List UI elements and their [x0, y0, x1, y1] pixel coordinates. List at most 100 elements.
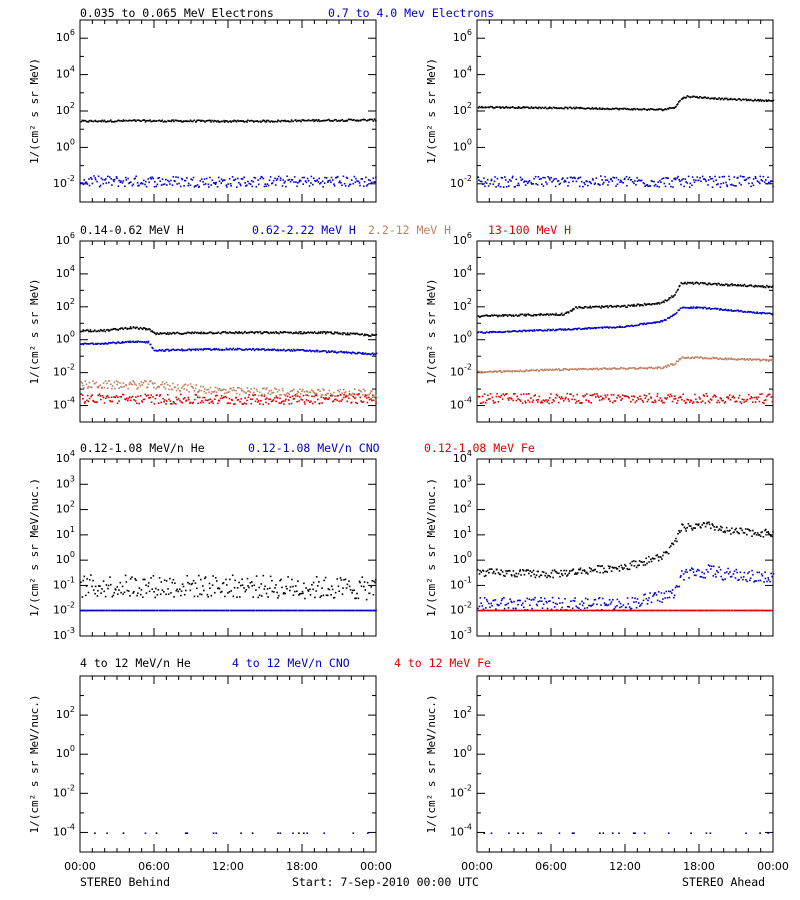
data-point — [757, 358, 760, 361]
y-tick-label: 10-2 — [450, 174, 472, 190]
data-point — [669, 393, 672, 396]
data-point — [716, 284, 718, 286]
data-point — [359, 333, 361, 336]
data-point — [162, 183, 165, 186]
data-point — [760, 179, 762, 181]
data-point — [92, 330, 95, 333]
data-point — [154, 397, 157, 400]
data-point — [261, 120, 264, 123]
data-point — [308, 332, 311, 334]
data-point — [175, 609, 178, 612]
data-point — [241, 120, 243, 122]
data-point — [545, 572, 547, 575]
data-point — [695, 96, 697, 98]
data-point — [345, 333, 347, 336]
data-point — [477, 607, 479, 610]
data-point — [685, 96, 687, 99]
data-point — [491, 106, 494, 108]
data-point — [371, 399, 373, 402]
data-point — [313, 331, 316, 333]
data-point — [223, 349, 226, 351]
data-point — [559, 602, 561, 604]
data-point — [262, 348, 264, 350]
data-point — [311, 395, 313, 398]
data-point — [681, 523, 683, 525]
data-point — [189, 402, 191, 404]
data-point — [673, 178, 675, 180]
data-point — [727, 397, 730, 400]
data-point — [738, 182, 741, 184]
data-point — [628, 568, 631, 571]
data-point — [693, 357, 696, 359]
data-point — [211, 400, 214, 402]
data-point — [587, 368, 589, 371]
data-point — [543, 368, 546, 371]
data-point — [290, 120, 292, 123]
data-point — [681, 570, 683, 572]
data-point — [182, 609, 185, 612]
data-point — [99, 585, 101, 587]
data-point — [746, 533, 748, 536]
data-point — [525, 393, 528, 395]
data-point — [647, 367, 649, 369]
data-point — [523, 606, 525, 609]
data-point — [147, 585, 149, 588]
data-point — [221, 582, 224, 585]
data-point — [338, 181, 340, 184]
data-point — [207, 119, 209, 122]
data-point — [768, 360, 770, 362]
data-point — [287, 576, 289, 578]
data-point — [262, 387, 264, 390]
data-point — [342, 396, 345, 399]
data-point — [259, 391, 261, 394]
data-point — [95, 381, 97, 384]
data-point — [289, 609, 292, 612]
data-point — [541, 369, 544, 371]
data-point — [100, 398, 102, 401]
data-point — [183, 384, 186, 386]
data-point — [131, 340, 134, 343]
data-point — [115, 328, 117, 331]
data-point — [341, 392, 343, 394]
data-point — [187, 182, 190, 185]
data-point — [120, 120, 123, 122]
data-point — [181, 349, 184, 352]
data-point — [749, 397, 751, 400]
data-point — [509, 598, 511, 600]
data-point — [133, 399, 135, 401]
data-point — [144, 121, 147, 123]
data-point — [125, 398, 127, 401]
data-point — [84, 380, 87, 382]
data-point — [563, 107, 565, 110]
data-point — [692, 571, 695, 573]
data-point — [192, 120, 194, 123]
data-point — [277, 119, 280, 122]
data-point — [614, 606, 617, 608]
data-point — [720, 182, 722, 185]
data-point — [685, 568, 687, 571]
data-point — [249, 391, 252, 393]
data-point — [132, 326, 135, 329]
data-point — [698, 569, 700, 572]
data-point — [133, 590, 135, 593]
data-point — [353, 352, 356, 354]
data-point — [500, 315, 503, 317]
data-point — [132, 609, 134, 612]
data-point — [155, 587, 157, 590]
data-point — [92, 380, 94, 382]
data-point — [764, 571, 766, 573]
data-point — [525, 106, 527, 109]
data-point — [671, 363, 673, 365]
data-point — [698, 357, 701, 359]
data-point — [664, 551, 667, 554]
data-point — [170, 349, 172, 352]
data-point — [667, 364, 669, 366]
data-point — [494, 609, 496, 612]
data-point — [87, 400, 90, 403]
data-point — [707, 282, 710, 285]
data-point — [727, 284, 730, 286]
data-point — [748, 311, 751, 313]
data-point — [716, 526, 718, 528]
data-point — [107, 343, 109, 345]
data-point — [271, 391, 273, 394]
